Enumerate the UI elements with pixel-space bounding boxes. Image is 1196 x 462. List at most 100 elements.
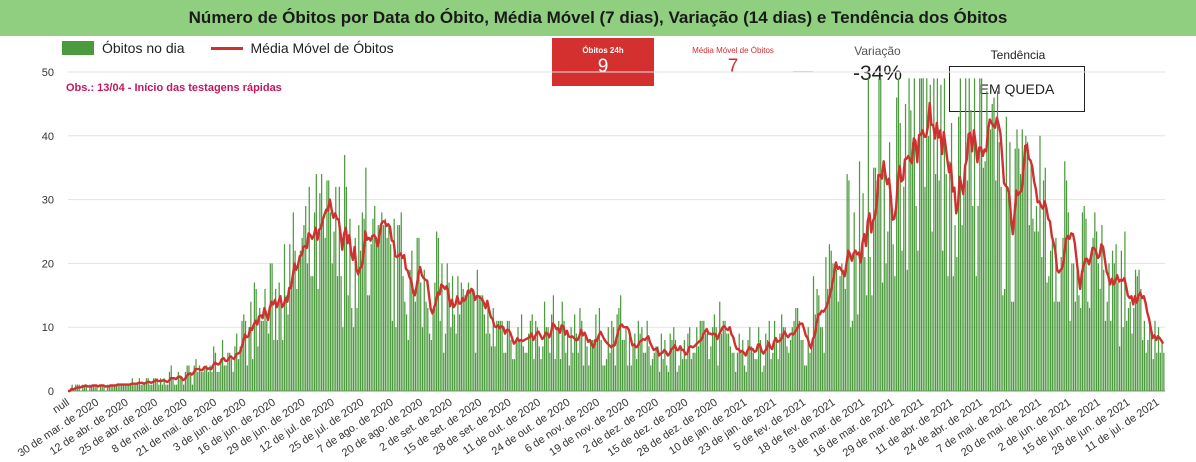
daily-death-bar (317, 288, 319, 391)
daily-death-bar (579, 308, 581, 391)
daily-death-bar (890, 199, 892, 391)
daily-death-bar (280, 295, 282, 391)
daily-death-bar (881, 282, 884, 391)
kpi-media-movel: Média Móvel de Óbitos 7 (678, 46, 788, 78)
daily-death-bar (342, 327, 344, 391)
daily-death-bar (1042, 180, 1045, 391)
daily-death-bar (750, 346, 753, 391)
daily-death-bar (496, 320, 498, 391)
daily-death-bar (202, 371, 204, 391)
daily-death-bar (338, 186, 340, 391)
daily-death-bar (765, 333, 767, 391)
daily-death-bar (614, 365, 616, 391)
daily-death-bar (975, 276, 977, 391)
daily-death-bar (917, 250, 919, 391)
daily-death-bar (524, 352, 526, 391)
daily-death-bar (1136, 276, 1138, 391)
daily-death-bar (538, 346, 540, 391)
daily-death-bar (846, 174, 848, 391)
kpi-variacao-value: -34% (852, 62, 903, 85)
daily-death-bar (1011, 301, 1013, 391)
daily-death-bar (977, 205, 979, 391)
daily-death-bar (425, 301, 427, 391)
daily-death-bar (683, 339, 685, 391)
daily-death-bar (207, 371, 210, 391)
daily-death-bar (1141, 339, 1144, 391)
daily-death-bar (186, 365, 188, 391)
daily-death-bar (243, 314, 245, 391)
daily-death-bar (512, 359, 514, 391)
daily-death-bar (996, 91, 999, 391)
daily-death-bar (600, 339, 602, 391)
daily-death-bar (1094, 212, 1096, 391)
daily-death-bar (1062, 237, 1064, 391)
daily-death-bar (681, 359, 684, 391)
daily-death-bar (972, 205, 974, 391)
daily-death-bar (1021, 129, 1023, 392)
daily-death-bar (229, 352, 231, 391)
daily-death-bar (152, 378, 155, 391)
daily-death-bar (499, 320, 501, 391)
daily-death-bar (368, 295, 371, 391)
daily-death-bar (255, 288, 257, 391)
daily-death-bar (651, 359, 654, 391)
daily-death-bar (708, 359, 710, 391)
daily-death-bar (552, 295, 555, 391)
daily-death-bar (158, 384, 160, 391)
daily-death-bar (299, 250, 302, 391)
daily-death-bar (777, 359, 779, 391)
daily-death-bar (1156, 352, 1158, 391)
daily-death-bar (1097, 263, 1100, 391)
daily-death-bar (1129, 301, 1131, 391)
daily-death-bar (965, 78, 967, 391)
daily-death-bar (140, 384, 142, 391)
daily-death-bar (1023, 154, 1025, 391)
daily-death-bar (729, 346, 731, 391)
daily-death-bar (305, 205, 307, 391)
daily-death-bar (832, 263, 834, 391)
daily-death-bar (781, 314, 783, 391)
daily-death-bar (570, 327, 572, 391)
daily-death-bar (418, 237, 420, 391)
daily-death-bar (246, 365, 248, 391)
daily-death-bar (880, 78, 882, 391)
daily-death-bar (161, 384, 164, 391)
daily-death-bar (1099, 288, 1101, 391)
daily-death-bar (641, 327, 643, 391)
daily-death-bar (434, 282, 436, 391)
daily-death-bar (1051, 237, 1053, 391)
daily-death-bar (1127, 308, 1130, 391)
daily-death-bar (347, 295, 349, 391)
daily-death-bar (724, 320, 726, 391)
daily-death-bar (301, 237, 303, 391)
daily-death-bar (933, 78, 935, 391)
daily-death-bar (398, 225, 401, 391)
daily-death-bar (117, 384, 119, 391)
daily-death-bar (382, 225, 385, 391)
daily-death-bar (936, 78, 938, 391)
daily-death-bar (648, 346, 650, 391)
daily-death-bar (529, 320, 532, 391)
daily-death-bar (572, 352, 574, 391)
daily-death-bar (204, 365, 206, 391)
daily-death-bar (1003, 288, 1006, 391)
daily-death-bar (1034, 231, 1036, 391)
daily-death-bar (241, 320, 243, 391)
daily-death-bar (469, 288, 471, 391)
daily-death-bar (234, 346, 236, 391)
daily-death-bar (275, 288, 277, 391)
daily-death-bar (193, 365, 195, 391)
daily-death-bar (375, 237, 378, 391)
daily-death-bar (635, 359, 638, 391)
daily-death-bar (577, 352, 579, 391)
daily-death-bar (503, 352, 505, 391)
daily-death-bar (276, 339, 279, 391)
daily-death-bar (108, 384, 110, 391)
daily-death-bar (582, 365, 585, 391)
daily-death-bar (761, 371, 763, 391)
daily-death-bar (957, 116, 960, 391)
daily-death-bar (211, 371, 213, 391)
daily-death-bar (857, 314, 859, 391)
daily-death-bar (671, 339, 673, 391)
